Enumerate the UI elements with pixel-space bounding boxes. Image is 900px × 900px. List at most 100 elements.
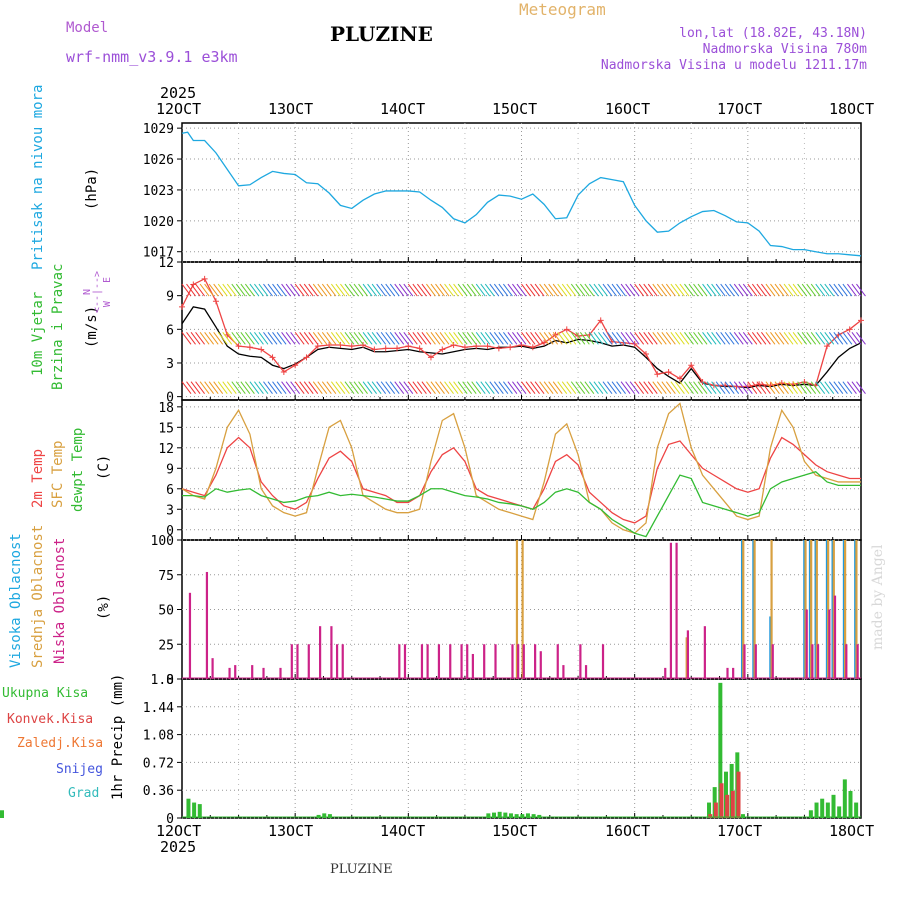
wind-barb [353,283,364,297]
wind-barb [607,331,617,345]
bar-niska [483,644,486,679]
wind-barb [294,331,305,345]
wind-barb [806,283,817,297]
model-altitude-label: Nadmorska Visina u modelu 1211.17m [600,58,867,73]
wind-barb [416,381,427,394]
wind-barb [344,283,355,297]
footer-title: PLUZINE [330,862,393,877]
wind-barb [349,381,359,394]
bar-konvek-kisa [713,802,718,818]
wind-barb [566,331,577,345]
wind-barb [638,381,649,394]
wind-barb [371,331,382,345]
wind-barb [240,381,251,394]
wind-barb [272,283,282,297]
wind-barb [638,283,649,297]
wind-barb [715,381,726,394]
bar-ukupna-kisa [854,802,859,818]
wind-barb [290,283,301,297]
wind-barb [656,283,667,297]
wind-barb [774,331,785,345]
wind-barb [856,283,866,297]
wind-barb [493,283,504,297]
wind-barb [516,381,527,394]
wind-barb [684,283,694,297]
wind-barb [566,283,577,297]
wind-barb [362,381,373,394]
wind-barb [403,283,414,297]
wind-barb [217,283,228,297]
wind-barb [570,381,581,394]
wind-barb [489,331,500,345]
wind-barb [815,331,826,345]
wind-barb [254,283,264,297]
bar-srednja [827,540,830,679]
wind-barb [598,381,608,394]
wind-barb [847,331,857,345]
wind-barb [199,381,210,394]
lonlat-label: lon,lat (18.82E, 43.18N) [679,26,867,41]
wind-barb [729,283,740,297]
wind-barb [435,283,445,297]
bar-niska [845,644,848,679]
gust-point [212,298,219,305]
series-line-sfc-temp [181,402,861,534]
x-tick-label: 17OCT [717,100,763,118]
wind-barb [688,283,699,297]
wind-barb [539,331,550,345]
wind-barb [444,283,454,297]
gust-point [371,346,378,353]
wind-barb [317,331,328,345]
bar-ukupna-kisa [514,814,519,818]
wind-barb [484,331,495,345]
wind-barb [376,331,387,345]
wind-barb [448,331,459,345]
wind-barb [679,283,690,297]
x-tick-label: 13OCT [268,100,314,118]
wind-barb [181,283,192,297]
wind-barb [398,381,409,394]
wind-barb [801,283,812,297]
wind-barb [317,381,328,394]
bar-niska [534,644,537,679]
wind-barb [530,283,540,297]
wind-barb [647,331,658,345]
bar-visoka [842,540,846,679]
wind-barb [552,381,563,394]
gust-point [269,354,276,361]
wind-barb [480,283,491,297]
wind-barb [444,331,454,345]
wind-barb [598,283,608,297]
wind-barb [326,381,337,394]
wind-barb [833,381,844,394]
bar-ukupna-kisa [497,811,502,818]
wind-barb [598,331,608,345]
wind-barb [842,381,853,394]
y-tick-label: 1029 [143,122,174,137]
wind-barb [625,331,636,345]
wind-barb [534,381,545,394]
wind-barb [435,331,445,345]
wind-barb [299,331,310,345]
gust-point [258,346,265,353]
x-tick-label: 18OCT [829,822,875,840]
wind-barb [521,331,531,345]
bar-niska [816,644,820,679]
wind-barb [819,331,830,345]
bar-ukupna-kisa [718,682,723,818]
wind-barb [706,283,717,297]
gust-point [563,326,570,333]
gust-point [824,343,831,350]
wind-barb [471,331,482,345]
bar-ukupna-kisa [842,779,847,818]
wind-barb [276,283,287,297]
wind-barb [842,331,853,345]
gust-point [439,346,446,353]
wind-barb [675,381,685,394]
wind-barb [797,331,808,345]
wind-barb [367,381,377,394]
wind-barb [611,331,622,345]
wind-barb [589,331,599,345]
wind-barb [589,381,599,394]
wind-barb [403,381,414,394]
